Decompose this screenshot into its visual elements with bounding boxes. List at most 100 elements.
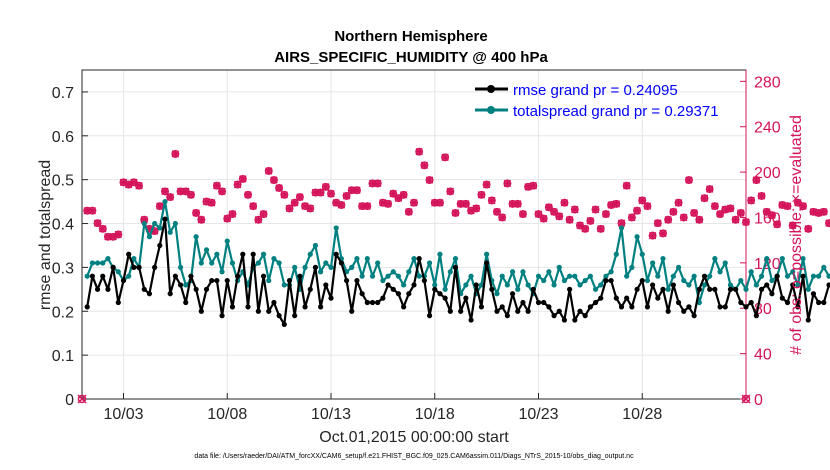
rmse-point (297, 273, 303, 279)
rmse-point (136, 264, 142, 270)
rmse-point (707, 286, 713, 292)
totalspread-point (784, 273, 791, 279)
rmse-point (494, 308, 500, 314)
totalspread-point (816, 273, 822, 279)
rmse-point (359, 291, 365, 297)
obs-markers (77, 147, 830, 404)
totalspread-point (686, 282, 692, 288)
obs-evaluated-point (290, 198, 299, 207)
rmse-point (733, 286, 739, 292)
obs-evaluated-point (379, 198, 387, 207)
obs-evaluated-point (586, 217, 595, 225)
rmse-point (120, 277, 127, 284)
totalspread-point (748, 269, 754, 275)
totalspread-point (432, 282, 438, 288)
obs-evaluated-point (591, 205, 600, 214)
rmse-point (696, 286, 702, 292)
obs-evaluated-point (436, 198, 444, 207)
obs-evaluated-point (161, 187, 169, 196)
obs-zero-point (741, 394, 751, 404)
rmse-point (473, 282, 479, 288)
rmse-point (84, 304, 90, 310)
obs-evaluated-point (389, 189, 398, 198)
totalspread-point (152, 220, 158, 227)
obs-evaluated-point (731, 215, 740, 224)
totalspread-point (307, 251, 313, 257)
rmse-point (286, 277, 293, 284)
totalspread-point (369, 273, 376, 279)
obs-evaluated-point (700, 194, 709, 202)
rmse-point (152, 264, 158, 270)
totalspread-point (629, 264, 635, 270)
totalspread-point (292, 264, 298, 270)
totalspread-point (411, 256, 417, 262)
totalspread-point (302, 264, 308, 270)
obs-evaluated-point (612, 200, 621, 208)
totalspread-point (592, 286, 599, 292)
rmse-point (634, 286, 640, 292)
footnote: data file: /Users/raeder/DAI/ATM_forcXX/… (194, 453, 634, 460)
rmse-point (224, 277, 230, 284)
rmse-point (447, 308, 453, 314)
rmse-point (603, 277, 609, 284)
obs-evaluated-point (809, 208, 818, 216)
rmse-point (421, 277, 427, 284)
obs-evaluated-point (373, 179, 382, 188)
obs-evaluated-point (399, 190, 408, 199)
obs-evaluated-point (280, 190, 289, 199)
rmse-point (701, 273, 708, 279)
x-tick-label: 10/28 (622, 406, 662, 423)
rmse-point (478, 304, 485, 310)
obs-evaluated-point (405, 208, 413, 216)
obs-evaluated-point (477, 190, 486, 199)
obs-evaluated-point (757, 192, 766, 200)
rmse-point (437, 291, 443, 297)
rmse-point (738, 299, 744, 306)
totalspread-point (618, 225, 625, 231)
rmse-point (380, 295, 386, 301)
rmse-point (800, 273, 806, 279)
rmse-point (520, 299, 526, 306)
rmse-point (390, 286, 396, 292)
totalspread-point (634, 234, 640, 240)
obs-evaluated-point (270, 176, 278, 184)
rmse-point (551, 313, 557, 319)
legend: rmse grand pr = 0.24095 totalspread gran… (475, 82, 719, 120)
totalspread-point (764, 256, 770, 262)
rmse-point (276, 313, 282, 319)
x-tick-label: 10/03 (103, 406, 143, 423)
totalspread-point (520, 269, 526, 275)
totalspread-point (468, 273, 474, 279)
obs-evaluated-point (114, 230, 123, 239)
obs-evaluated-point (316, 188, 325, 197)
obs-evaluated-point (88, 206, 97, 215)
rmse-point (463, 295, 469, 301)
rmse-point (618, 304, 625, 310)
obs-evaluated-point (207, 198, 216, 207)
totalspread-point (494, 291, 500, 297)
totalspread-point (375, 260, 381, 266)
obs-evaluated-point (363, 202, 372, 210)
rmse-point (162, 216, 168, 222)
rmse-point (214, 277, 220, 284)
obs-evaluated-point (638, 196, 647, 205)
rmse-point (395, 291, 402, 297)
totalspread-point (214, 251, 220, 257)
obs-evaluated-point (622, 181, 631, 190)
rmse-point (691, 313, 697, 319)
rmse-point (271, 299, 277, 306)
rmse-point (302, 304, 308, 310)
totalspread-point (769, 277, 775, 284)
obs-evaluated-point (752, 176, 761, 184)
y2-axis-label: # of obs: o=possible; ×=evaluated (788, 115, 805, 355)
obs-evaluated-point (244, 190, 252, 199)
obs-evaluated-point (711, 202, 719, 210)
totalspread-point (349, 264, 355, 270)
obs-evaluated-point (825, 219, 830, 227)
y-axis-label: rmse and totalspread (37, 160, 54, 310)
y-tick-label: 0.7 (52, 85, 74, 102)
obs-evaluated-point (264, 167, 273, 175)
totalspread-point (624, 273, 630, 279)
rmse-point (338, 260, 344, 266)
rmse-point (240, 251, 246, 257)
